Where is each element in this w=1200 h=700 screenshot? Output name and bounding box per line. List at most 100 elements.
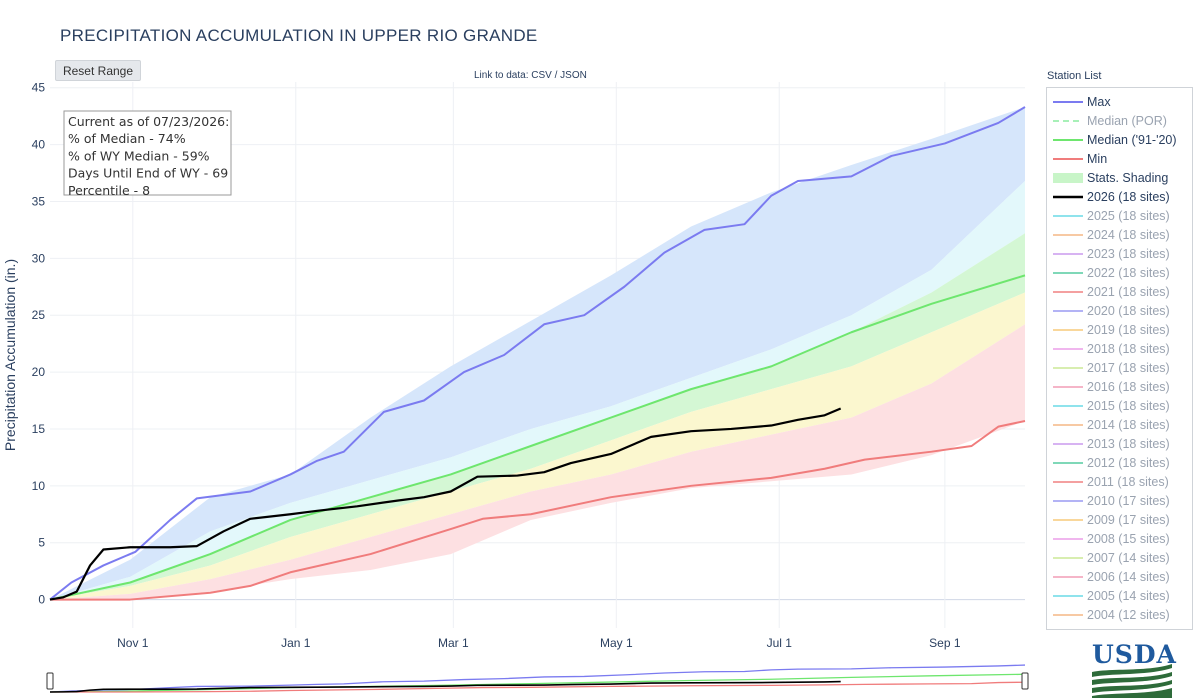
info-box-line: Percentile - 8 (68, 183, 150, 198)
legend-item-2012-18-sites[interactable]: 2012 (18 sites) (1047, 453, 1192, 472)
legend-swatch (1053, 366, 1083, 369)
legend-item-2018-18-sites[interactable]: 2018 (18 sites) (1047, 339, 1192, 358)
legend-item-2011-18-sites[interactable]: 2011 (18 sites) (1047, 472, 1192, 491)
y-tick-label: 15 (32, 422, 46, 436)
legend-swatch (1053, 100, 1083, 103)
legend-item-median-91-20[interactable]: Median ('91-'20) (1047, 130, 1192, 149)
legend-label: 2025 (18 sites) (1087, 208, 1170, 223)
info-box-line: % of WY Median - 59% (68, 148, 210, 163)
x-tick-label: Sep 1 (929, 636, 961, 650)
legend: Max Median (POR) Median ('91-'20) Min Stats.… (1046, 87, 1193, 630)
legend-swatch (1053, 233, 1083, 236)
legend-item-2020-18-sites[interactable]: 2020 (18 sites) (1047, 301, 1192, 320)
legend-swatch (1053, 518, 1083, 521)
legend-label: 2019 (18 sites) (1087, 322, 1170, 337)
legend-swatch (1053, 575, 1083, 578)
legend-item-2015-18-sites[interactable]: 2015 (18 sites) (1047, 396, 1192, 415)
legend-swatch (1053, 556, 1083, 559)
y-tick-label: 5 (38, 536, 45, 550)
legend-item-2021-18-sites[interactable]: 2021 (18 sites) (1047, 282, 1192, 301)
legend-label: 2022 (18 sites) (1087, 265, 1170, 280)
legend-item-2013-18-sites[interactable]: 2013 (18 sites) (1047, 434, 1192, 453)
legend-swatch (1053, 499, 1083, 502)
legend-swatch (1053, 328, 1083, 331)
legend-label: 2007 (14 sites) (1087, 550, 1170, 565)
legend-item-2019-18-sites[interactable]: 2019 (18 sites) (1047, 320, 1192, 339)
legend-swatch (1053, 252, 1083, 255)
legend-item-stats-shading[interactable]: Stats. Shading (1047, 168, 1192, 187)
legend-item-2009-17-sites[interactable]: 2009 (17 sites) (1047, 510, 1192, 529)
legend-label: 2020 (18 sites) (1087, 303, 1170, 318)
stats-band-30th-to-min (50, 324, 1025, 600)
legend-label: Stats. Shading (1087, 170, 1169, 185)
legend-swatch (1053, 271, 1083, 274)
status-info-box: Current as of 07/23/2026: % of Median - 7… (63, 110, 232, 198)
legend-item-2024-18-sites[interactable]: 2024 (18 sites) (1047, 225, 1192, 244)
y-tick-label: 35 (32, 194, 46, 208)
legend-item-2008-15-sites[interactable]: 2008 (15 sites) (1047, 529, 1192, 548)
legend-item-max[interactable]: Max (1047, 92, 1192, 111)
x-tick-label: Jan 1 (281, 636, 311, 650)
legend-label: 2006 (14 sites) (1087, 569, 1170, 584)
legend-item-2004-12-sites[interactable]: 2004 (12 sites) (1047, 605, 1192, 624)
reset-range-button[interactable]: Reset Range (55, 60, 141, 81)
legend-swatch (1053, 537, 1083, 540)
legend-label: 2011 (18 sites) (1087, 474, 1169, 489)
range-slider-line-max (49, 664, 1026, 693)
legend-item-2026-18-sites[interactable]: 2026 (18 sites) (1047, 187, 1192, 206)
legend-swatch (1053, 157, 1083, 160)
range-slider-line-min (50, 681, 1026, 693)
legend-label: 2013 (18 sites) (1087, 436, 1170, 451)
legend-swatch (1053, 594, 1083, 597)
legend-item-2010-17-sites[interactable]: 2010 (17 sites) (1047, 491, 1192, 510)
data-link-prefix: Link to data: (474, 70, 532, 81)
json-link[interactable]: JSON (560, 70, 587, 81)
legend-label: 2018 (18 sites) (1087, 341, 1170, 356)
x-tick-label: Jul 1 (767, 636, 793, 650)
legend-item-2006-14-sites[interactable]: 2006 (14 sites) (1047, 567, 1192, 586)
x-tick-label: Mar 1 (438, 636, 469, 650)
legend-label: 2023 (18 sites) (1087, 246, 1170, 261)
legend-label: 2004 (12 sites) (1087, 607, 1170, 622)
legend-item-2025-18-sites[interactable]: 2025 (18 sites) (1047, 206, 1192, 225)
range-slider-handle-left[interactable] (46, 672, 54, 690)
legend-item-2023-18-sites[interactable]: 2023 (18 sites) (1047, 244, 1192, 263)
legend-swatch (1053, 309, 1083, 312)
range-slider-line-2026-18-sites- (49, 680, 841, 693)
legend-swatch (1053, 119, 1083, 122)
csv-link[interactable]: CSV (531, 70, 552, 81)
y-tick-label: 10 (32, 479, 46, 493)
legend-item-min[interactable]: Min (1047, 149, 1192, 168)
legend-swatch (1053, 404, 1083, 407)
legend-swatch (1053, 423, 1083, 426)
y-tick-label: 20 (32, 365, 46, 379)
legend-swatch (1053, 195, 1083, 198)
data-link-separator: / (551, 70, 561, 81)
series-line-min (50, 419, 1026, 601)
legend-swatch (1053, 461, 1083, 464)
legend-item-2022-18-sites[interactable]: 2022 (18 sites) (1047, 263, 1192, 282)
info-box-line: % of Median - 74% (68, 131, 186, 146)
series-line-max (49, 106, 1026, 601)
stats-band-max-to-90th (50, 107, 1025, 600)
chart-title: PRECIPITATION ACCUMULATION IN UPPER RIO … (60, 26, 538, 45)
legend-item-2007-14-sites[interactable]: 2007 (14 sites) (1047, 548, 1192, 567)
y-tick-label: 45 (32, 81, 46, 95)
legend-label: Median (POR) (1087, 113, 1167, 128)
chart-area[interactable]: 0 5 10 15 20 25 30 35 40 45 Nov 1 Jan 1 Mar 1 May 1 Ju… (0, 0, 1040, 700)
legend-item-2014-18-sites[interactable]: 2014 (18 sites) (1047, 415, 1192, 434)
legend-item-2016-18-sites[interactable]: 2016 (18 sites) (1047, 377, 1192, 396)
series-line-median-91-20- (49, 274, 1026, 601)
legend-swatch (1053, 385, 1083, 388)
series-line-2026-18-sites- (49, 407, 842, 601)
usda-logo (1092, 664, 1172, 698)
legend-item-median-por[interactable]: Median (POR) (1047, 111, 1192, 130)
legend-item-2017-18-sites[interactable]: 2017 (18 sites) (1047, 358, 1192, 377)
legend-label: Median ('91-'20) (1087, 132, 1177, 147)
legend-swatch (1053, 613, 1083, 616)
legend-label: 2026 (18 sites) (1087, 189, 1170, 204)
legend-item-2005-14-sites[interactable]: 2005 (14 sites) (1047, 586, 1192, 605)
y-tick-label: 25 (32, 308, 46, 322)
legend-label: 2024 (18 sites) (1087, 227, 1170, 242)
range-slider-handle-right[interactable] (1021, 672, 1029, 690)
